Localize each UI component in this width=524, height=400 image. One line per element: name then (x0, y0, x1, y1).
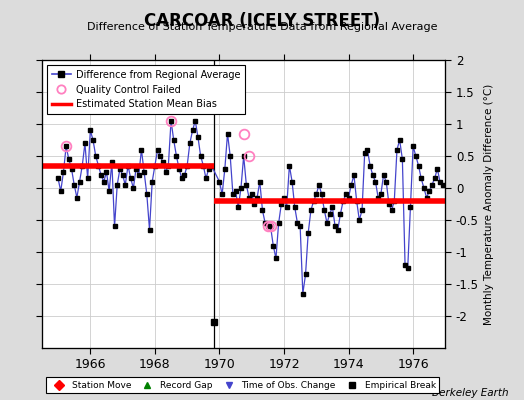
Legend: Difference from Regional Average, Quality Control Failed, Estimated Station Mean: Difference from Regional Average, Qualit… (47, 65, 245, 114)
Text: Difference of Station Temperature Data from Regional Average: Difference of Station Temperature Data f… (87, 22, 437, 32)
Text: Berkeley Earth: Berkeley Earth (432, 388, 508, 398)
Text: CARCOAR (ICELY STREET): CARCOAR (ICELY STREET) (144, 12, 380, 30)
Y-axis label: Monthly Temperature Anomaly Difference (°C): Monthly Temperature Anomaly Difference (… (484, 83, 494, 325)
Legend: Station Move, Record Gap, Time of Obs. Change, Empirical Break: Station Move, Record Gap, Time of Obs. C… (47, 377, 440, 394)
